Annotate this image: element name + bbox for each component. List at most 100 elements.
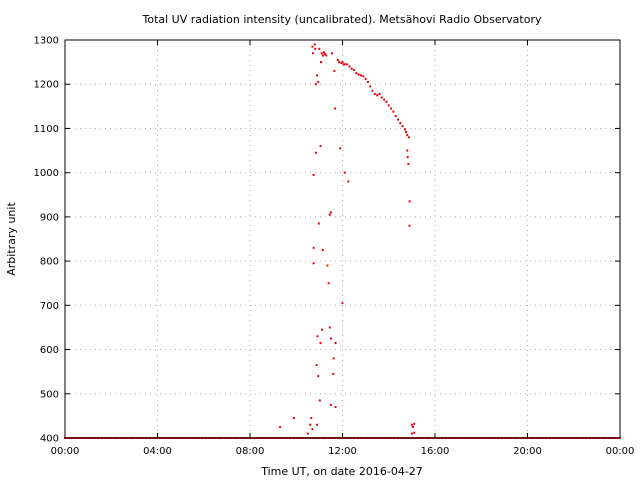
data-point <box>410 432 413 435</box>
data-point <box>410 423 413 426</box>
y-tick-label: 1100 <box>34 124 59 135</box>
data-point <box>371 89 374 92</box>
data-point <box>329 403 332 406</box>
data-point <box>394 115 397 118</box>
data-point <box>315 364 318 367</box>
data-point <box>334 107 337 110</box>
y-tick-label: 700 <box>40 301 59 312</box>
data-point <box>346 63 349 66</box>
data-point <box>323 51 325 54</box>
data-point <box>413 422 416 425</box>
data-point <box>312 246 315 249</box>
x-tick-label: 20:00 <box>513 446 542 457</box>
data-point <box>328 326 331 329</box>
data-point <box>292 417 295 420</box>
data-point <box>316 335 319 338</box>
data-point <box>317 375 320 378</box>
data-point <box>339 147 342 150</box>
y-tick-label: 600 <box>40 345 59 356</box>
data-point <box>329 211 332 214</box>
data-point <box>306 432 309 435</box>
data-point <box>341 61 344 64</box>
data-point <box>387 104 390 107</box>
data-point <box>408 200 411 203</box>
y-tick-label: 400 <box>40 434 59 445</box>
data-point <box>406 156 409 159</box>
data-point <box>331 52 334 55</box>
y-tick-label: 500 <box>40 389 59 400</box>
data-point <box>338 61 341 64</box>
data-point <box>314 151 317 154</box>
data-point <box>378 92 381 95</box>
data-point <box>399 122 402 125</box>
data-point <box>312 173 315 176</box>
data-point <box>279 425 282 428</box>
axis-ticks: 00:00 04:00 08:00 12:00 16:00 20:00 00:0040050… <box>34 36 635 458</box>
data-point <box>311 45 314 48</box>
data-point <box>407 136 410 139</box>
data-point <box>406 149 409 152</box>
y-axis-label: Arbitrary unit <box>5 202 18 276</box>
data-point <box>333 69 336 72</box>
x-tick-label: 00:00 <box>606 446 635 457</box>
data-point <box>383 98 386 101</box>
data-point <box>350 67 353 70</box>
data-point <box>326 264 329 267</box>
y-tick-label: 1300 <box>34 36 59 47</box>
data-point <box>340 61 343 64</box>
data-point <box>311 52 314 55</box>
data-point <box>392 110 395 113</box>
data-point <box>357 73 360 76</box>
data-point <box>385 100 388 103</box>
data-point <box>312 262 315 265</box>
data-point <box>360 74 362 77</box>
y-tick-label: 1000 <box>34 168 59 179</box>
data-point <box>325 54 328 57</box>
data-point <box>320 52 323 55</box>
data-point <box>317 222 320 225</box>
data-point <box>334 406 337 409</box>
data-point <box>334 341 337 344</box>
data-point <box>332 357 335 360</box>
data-point <box>353 69 356 72</box>
x-tick-label: 00:00 <box>51 446 80 457</box>
x-tick-label: 04:00 <box>143 446 172 457</box>
data-point <box>348 65 351 68</box>
data-point <box>413 431 416 434</box>
data-point <box>366 81 369 84</box>
data-point <box>343 171 346 174</box>
data-point <box>397 118 399 121</box>
data-point <box>380 96 383 99</box>
data-point <box>408 224 411 227</box>
y-tick-label: 800 <box>40 257 59 268</box>
data-point <box>321 54 324 57</box>
x-tick-label: 16:00 <box>421 446 450 457</box>
data-point <box>318 399 321 402</box>
data-point <box>309 423 312 426</box>
data-point <box>316 423 319 426</box>
data-point <box>405 130 408 133</box>
data-point <box>319 341 322 344</box>
data-point <box>342 63 345 66</box>
data-point <box>390 107 393 110</box>
data-point <box>355 72 358 75</box>
data-point <box>314 47 317 50</box>
data-point <box>329 337 332 340</box>
data-point <box>412 425 415 428</box>
data-point <box>310 417 313 420</box>
data-point <box>403 128 406 131</box>
data-point <box>364 77 367 80</box>
data-point <box>328 213 331 216</box>
x-tick-label: 12:00 <box>328 446 357 457</box>
data-point <box>362 75 365 78</box>
data-point <box>376 94 379 97</box>
data-point <box>327 282 330 285</box>
y-tick-label: 900 <box>40 212 59 223</box>
y-tick-label: 1200 <box>34 80 59 91</box>
data-point <box>407 162 410 165</box>
data-point <box>324 53 327 56</box>
data-point <box>369 85 372 88</box>
data-point <box>313 43 316 46</box>
